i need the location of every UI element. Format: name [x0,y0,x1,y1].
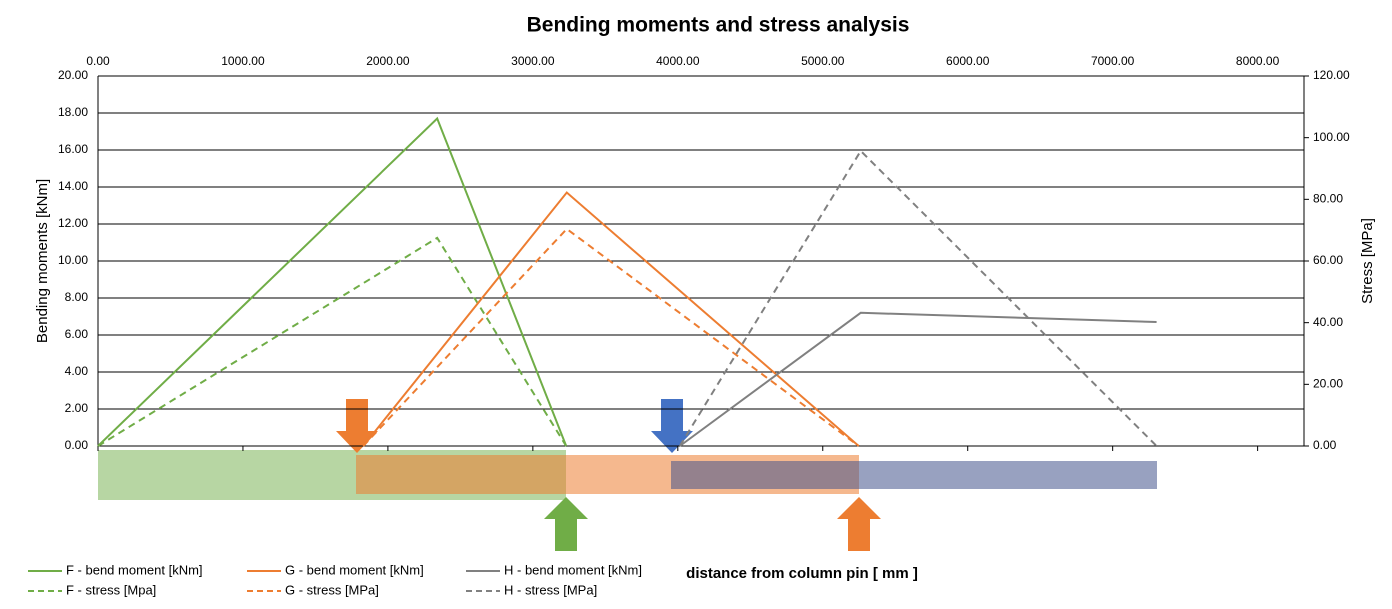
arrow-down [651,399,693,453]
x-tick-label: 8000.00 [1236,54,1280,68]
y-tick-label: 20.00 [58,68,88,82]
y-tick-label: 0.00 [65,438,89,452]
legend-label: H - stress [MPa] [504,582,597,597]
x-tick-label: 2000.00 [366,54,410,68]
y2-tick-label: 40.00 [1313,315,1343,329]
legend-label: G - bend moment [kNm] [285,562,424,577]
y2-tick-label: 0.00 [1313,438,1337,452]
y2-tick-label: 60.00 [1313,253,1343,267]
x-tick-label: 0.00 [86,54,110,68]
y-tick-label: 10.00 [58,253,88,267]
y-tick-label: 12.00 [58,216,88,230]
x-tick-label: 6000.00 [946,54,990,68]
series-line [362,191,860,447]
series-line [679,311,1157,447]
x-axis-title: distance from column pin [ mm ] [686,565,918,582]
y2-tick-label: 20.00 [1313,377,1343,391]
series-line [678,149,1158,447]
y-tick-label: 14.00 [58,179,88,193]
y2-tick-label: 80.00 [1313,192,1343,206]
arrow-up [837,497,881,551]
member-spans [98,450,1157,500]
y2-tick-label: 100.00 [1313,130,1350,144]
x-tick-label: 7000.00 [1091,54,1135,68]
span-h [671,461,1157,489]
y2-tick-label: 120.00 [1313,68,1350,82]
arrow-up [544,497,588,551]
series-line [97,236,568,447]
support-arrows [336,399,881,551]
chart-title: Bending moments and stress analysis [527,14,910,37]
legend-label: F - stress [Mpa] [66,582,156,597]
y-tick-label: 4.00 [65,364,89,378]
x-tick-label: 1000.00 [221,54,265,68]
y-tick-label: 2.00 [65,401,89,415]
y-tick-label: 8.00 [65,290,89,304]
legend-label: F - bend moment [kNm] [66,562,203,577]
legend-label: H - bend moment [kNm] [504,562,642,577]
x-tick-label: 4000.00 [656,54,700,68]
legend-label: G - stress [MPa] [285,582,379,597]
x-tick-label: 5000.00 [801,54,845,68]
y-tick-label: 16.00 [58,142,88,156]
x-tick-label: 3000.00 [511,54,555,68]
y-tick-label: 18.00 [58,105,88,119]
series-line [362,227,860,447]
series-line [97,116,568,447]
y2-axis-title: Stress [MPa] [1359,218,1376,304]
arrow-down [336,399,378,453]
y-axis-title: Bending moments [kNm] [34,179,51,343]
y-tick-label: 6.00 [65,327,89,341]
